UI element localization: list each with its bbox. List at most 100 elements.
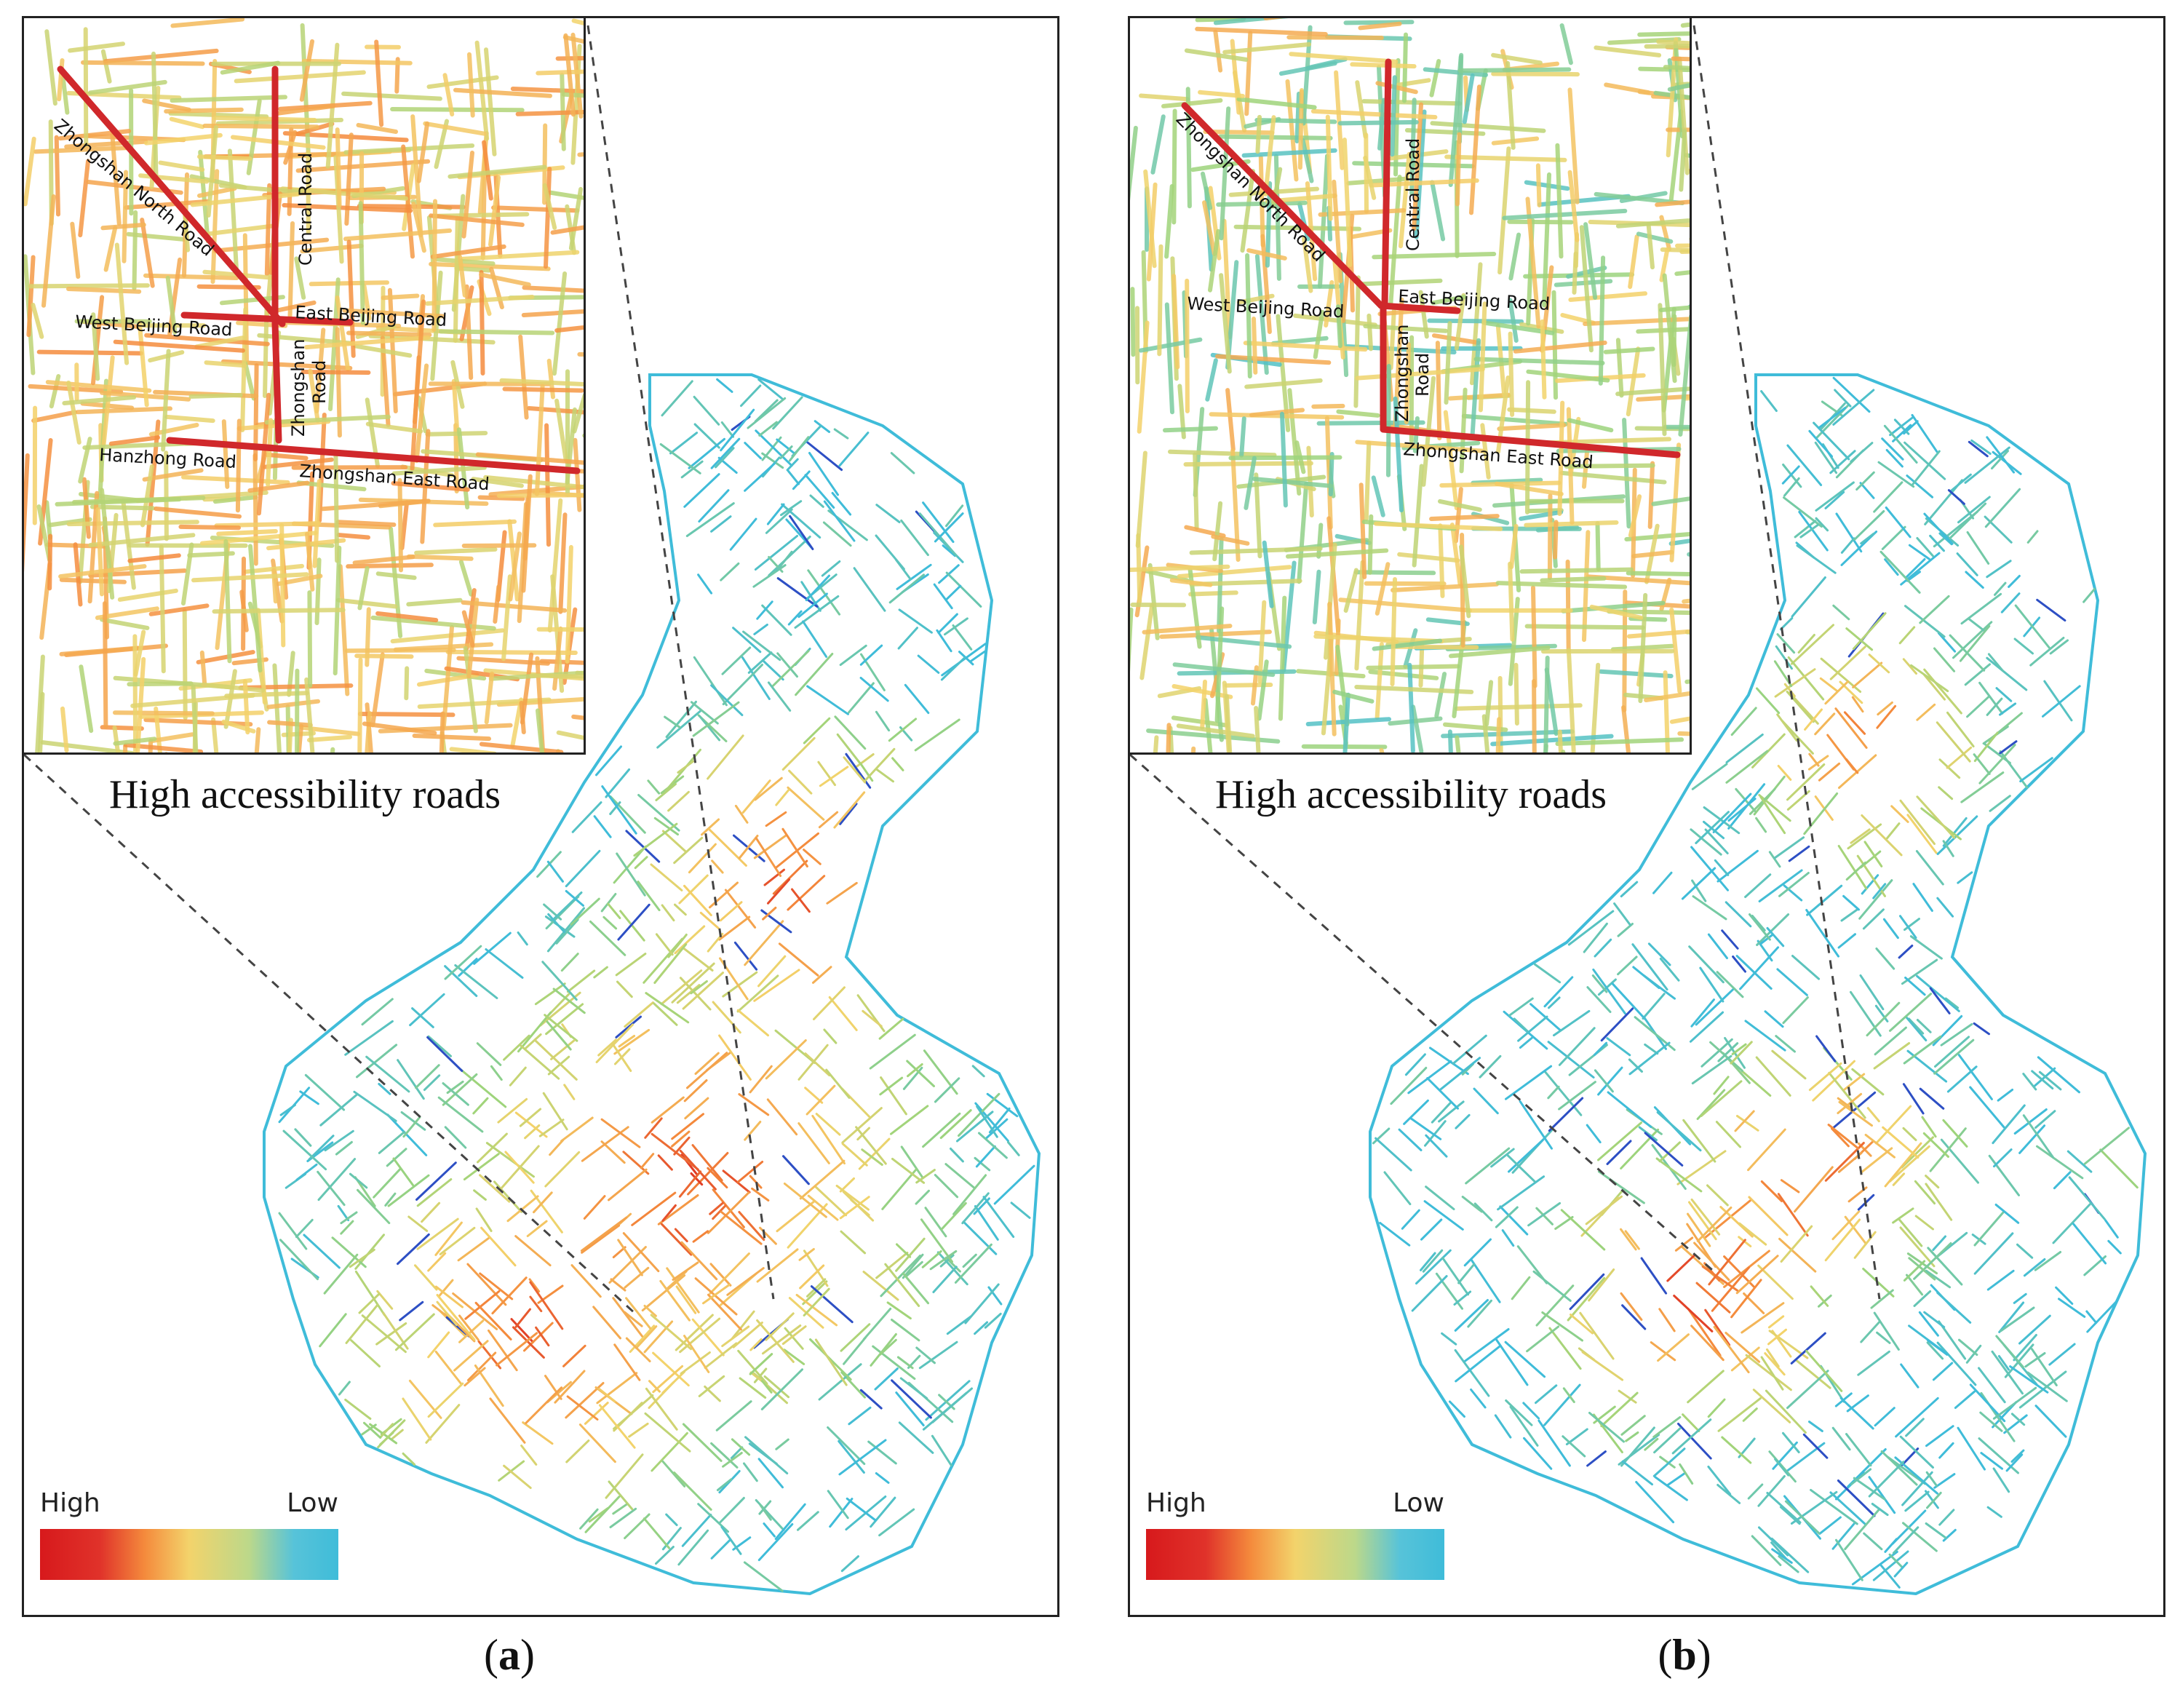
road-segment [127,553,181,563]
road-segment [2072,1223,2107,1265]
road-segment [2068,1176,2106,1220]
road-segment [1834,707,1868,749]
road-segment [544,1375,562,1400]
road-segment [1297,90,1304,170]
road-segment [1444,154,1567,162]
road-segment [1986,656,2028,691]
road-segment [615,953,647,977]
road-segment [473,932,512,965]
road-segment [246,98,262,175]
road-segment [489,1397,526,1444]
road-segment [1597,1121,1642,1161]
road-segment [202,123,319,130]
road-segment [1783,884,1803,902]
road-segment [898,1421,934,1454]
road-segment [812,966,832,984]
road-segment [534,384,545,496]
road-segment [1375,1137,1412,1172]
road-segment [803,1287,830,1316]
road-segment [2026,1371,2068,1402]
road-segment [841,1107,883,1144]
road-segment [612,1297,643,1338]
road-segment [543,903,562,921]
road-segment [1687,1370,1724,1404]
road-segment [533,1191,553,1214]
road-segment [692,1230,709,1243]
road-segment [563,1084,576,1100]
road-segment [643,937,683,984]
road-segment [1960,592,2002,625]
road-segment [886,1301,912,1320]
road-segment [921,1250,942,1268]
road-segment [1364,440,1372,521]
road-segment [1620,1228,1637,1251]
road-segment [744,462,776,492]
road-segment [719,901,743,922]
road-segment [1647,942,1671,966]
road-segment [1947,489,1965,505]
road-segment [441,624,454,730]
legend-high-label: High [1146,1488,1206,1518]
road-segment [944,617,968,636]
road-segment [676,984,701,1004]
road-segment [1707,1398,1726,1418]
road-segment [1241,148,1337,158]
road-segment [1441,729,1575,739]
road-segment [1524,624,1645,630]
road-segment [1469,84,1481,215]
road-segment [720,1525,742,1555]
road-segment [1388,716,1443,726]
road-segment [35,654,45,752]
road-segment [1957,496,1991,524]
road-segment [294,1128,312,1147]
road-segment [1594,938,1612,958]
road-segment [1379,1221,1411,1247]
road-segment [1669,607,1682,694]
road-segment [480,1226,517,1267]
road-segment [1797,634,1815,654]
road-segment [1957,1054,1993,1100]
road-segment [1677,56,1690,175]
road-segment [214,521,322,528]
road-segment [1541,1311,1583,1342]
road-segment [1420,1218,1443,1241]
road-segment [1837,933,1856,949]
road-segment [335,520,397,527]
road-segment [555,918,579,945]
road-segment [1978,1367,2006,1404]
road-segment [411,1007,434,1028]
road-segment [416,1218,459,1250]
road-segment [862,1009,883,1028]
road-segment [759,1504,772,1521]
road-segment [1542,172,1551,308]
road-segment [501,574,512,662]
road-segment [697,573,713,595]
road-segment [772,859,808,895]
road-segment [461,610,475,648]
road-segment [344,1398,372,1420]
road-segment [324,1129,354,1152]
road-segment [1642,974,1676,1000]
road-segment [1611,982,1647,1021]
road-segment [565,890,584,907]
road-segment [749,1175,763,1189]
road-segment [1679,1463,1694,1485]
road-segment [496,1332,538,1367]
road-segment [394,1313,435,1351]
road-segment [1868,1476,1896,1514]
road-segment [1620,1426,1655,1467]
road-segment [1756,687,1781,715]
road-segment [673,1136,691,1156]
road-segment [1866,1107,1880,1123]
road-segment [918,512,958,557]
road-segment [804,474,835,509]
road-segment [710,515,732,533]
road-segment [1403,1099,1429,1125]
road-segment [142,98,191,112]
road-segment [853,567,886,612]
road-segment [1843,711,1866,735]
road-segment [1627,629,1690,639]
road-segment [671,962,715,1004]
road-segment [611,1043,632,1072]
road-segment [241,556,246,651]
